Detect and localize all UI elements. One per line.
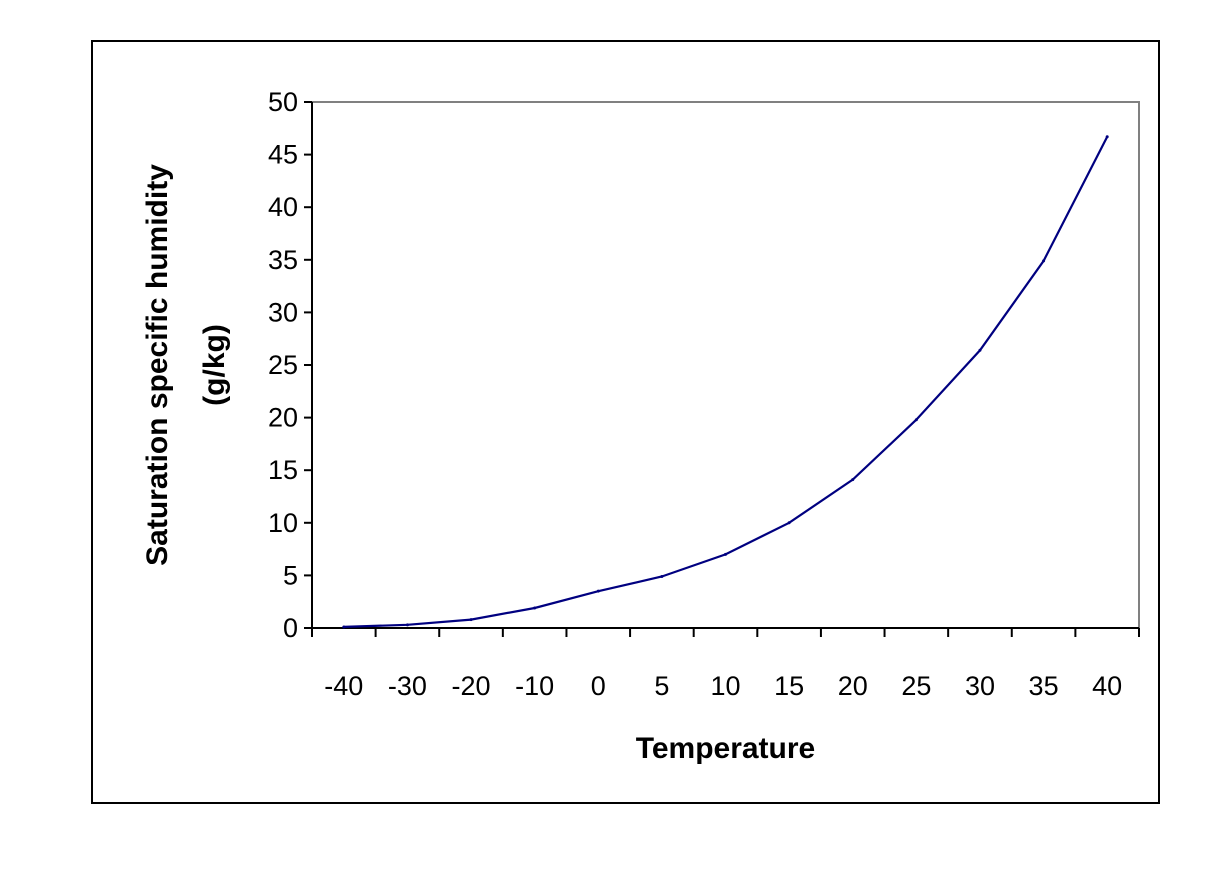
y-axis: 0 5 10 15 20 25 30 35 40 45 50 [268, 87, 313, 643]
data-point [851, 478, 855, 482]
x-axis-title: Temperature [636, 732, 816, 765]
y-tick-label: 0 [283, 613, 298, 643]
x-tick-label: -40 [324, 671, 363, 701]
data-point [914, 418, 918, 422]
y-tick-label: 45 [268, 140, 298, 170]
x-tick-label: 30 [965, 671, 995, 701]
y-tick-label: 35 [268, 245, 298, 275]
x-tick-label: 15 [774, 671, 804, 701]
y-axis-title-line1: Saturation specific humidity [141, 164, 174, 566]
chart-frame [91, 40, 1160, 804]
x-tick-label: 10 [710, 671, 740, 701]
data-point [660, 574, 664, 578]
x-tick-label: 5 [654, 671, 669, 701]
y-tick-label: 25 [268, 350, 298, 380]
plot-area [311, 101, 1140, 629]
x-tick-label: 0 [591, 671, 606, 701]
y-tick-label: 15 [268, 455, 298, 485]
x-tick-label: 20 [838, 671, 868, 701]
y-tick-label: 10 [268, 508, 298, 538]
data-point [1105, 135, 1109, 139]
y-tick-label: 40 [268, 192, 298, 222]
x-tick-label: 40 [1092, 671, 1122, 701]
y-tick-label: 30 [268, 297, 298, 327]
data-point [724, 552, 727, 556]
x-tick-label: -10 [515, 671, 554, 701]
x-tick-label: 25 [901, 671, 931, 701]
data-point [596, 589, 600, 593]
x-tick-label: 35 [1029, 671, 1059, 701]
x-tick-label: -30 [388, 671, 427, 701]
data-point [1042, 259, 1046, 263]
y-axis-title: Saturation specific humidity (g/kg) [141, 164, 231, 566]
data-point [405, 623, 409, 627]
y-axis-title-line2: (g/kg) [198, 324, 231, 406]
data-point [533, 606, 537, 610]
data-point [978, 348, 982, 352]
y-tick-label: 20 [268, 403, 298, 433]
data-point [342, 625, 346, 629]
data-point [469, 618, 473, 622]
x-axis: -40 -30 -20 -10 0 5 10 15 20 25 30 35 40 [311, 627, 1140, 701]
y-tick-label: 50 [268, 87, 298, 117]
x-tick-label: -20 [452, 671, 491, 701]
data-point [787, 521, 791, 525]
series-points [342, 135, 1109, 629]
y-tick-label: 5 [283, 560, 298, 590]
